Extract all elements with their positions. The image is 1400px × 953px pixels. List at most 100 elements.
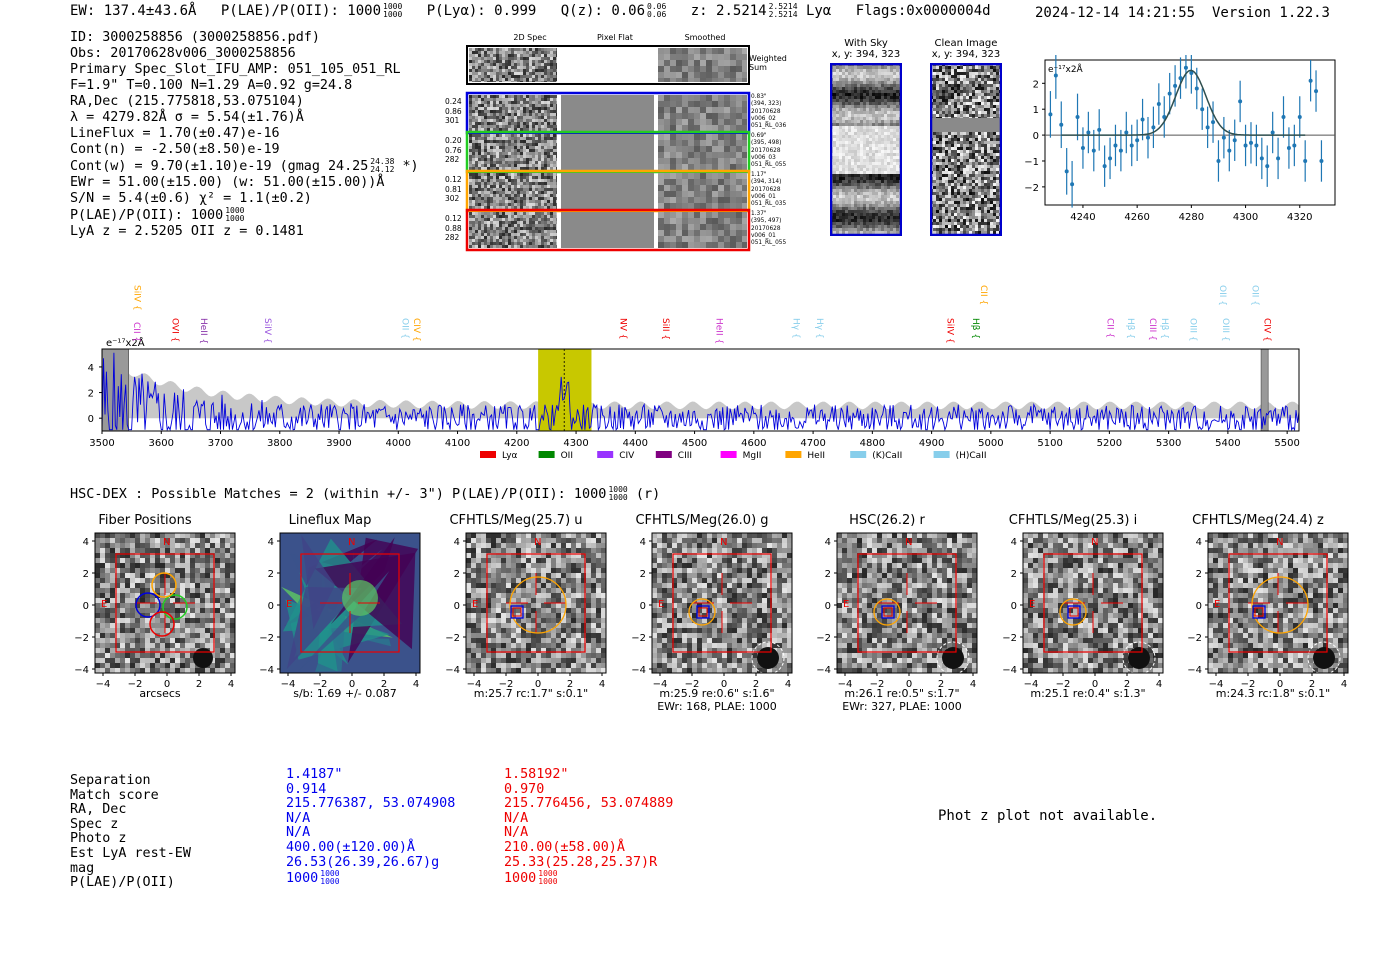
cutout-ytick-label: 0 bbox=[1196, 601, 1202, 612]
zoom-point bbox=[1319, 158, 1324, 163]
bright-source bbox=[757, 647, 779, 669]
cutout-annotation: s/b: 1.69 +/- 0.087 bbox=[293, 687, 397, 700]
info-fiber-params: F=1.9" T=0.100 N=1.29 A=0.92 g=24.8 bbox=[70, 78, 353, 93]
fiber-circle-green bbox=[162, 594, 188, 620]
fiber-circle-red bbox=[149, 611, 175, 637]
cutout-annotation: arcsecs bbox=[139, 687, 181, 700]
cutout-image: N E 4 2 0 −2 −4 −4 −2 0 2 4 bbox=[74, 532, 236, 690]
spectrum-xtick-label: 4200 bbox=[504, 438, 529, 449]
error-envelope bbox=[102, 359, 1299, 419]
match-value: N/A bbox=[504, 825, 529, 841]
cutout-frame bbox=[836, 532, 978, 674]
cutout-ytick-label: 4 bbox=[1196, 537, 1202, 548]
cutout-title: CFHTLS/Meg(26.0) g bbox=[635, 513, 769, 528]
cutout-ytick-label: −2 bbox=[1002, 633, 1017, 644]
source-aperture bbox=[936, 641, 970, 675]
east-label: E bbox=[472, 599, 478, 610]
cutout-image: N E 4 2 0 −2 −4 −4 −2 0 2 4 bbox=[816, 532, 978, 690]
match-value: 215.776456, 53.074889 bbox=[504, 796, 674, 812]
zoom-point bbox=[1091, 148, 1096, 153]
zoom-point bbox=[1254, 143, 1259, 148]
cutout-xtick-label: −4 bbox=[96, 679, 111, 690]
zoom-point bbox=[1211, 120, 1216, 125]
zoom-point bbox=[1108, 156, 1113, 161]
cutout-ytick-label: −2 bbox=[1187, 633, 1202, 644]
match-box-blue bbox=[1252, 605, 1266, 619]
version: Version 1.22.3 bbox=[1211, 5, 1330, 21]
noise-image bbox=[1023, 533, 1163, 673]
noise-image bbox=[469, 173, 557, 209]
match-value: 0.914 bbox=[286, 781, 327, 797]
cutout-xtick-label: −4 bbox=[653, 679, 668, 690]
zoom-point bbox=[1124, 130, 1129, 135]
weighted-sum-label: Weighted Sum bbox=[749, 54, 787, 72]
cutout-box bbox=[300, 553, 400, 653]
zoom-point bbox=[1162, 114, 1167, 119]
line-mark-label: CII { bbox=[978, 285, 988, 305]
spectrum-ytick-label: 2 bbox=[88, 389, 94, 400]
cutout-ytick-label: 4 bbox=[640, 537, 646, 548]
with-sky-title: With Sky x, y: 394, 323 bbox=[831, 38, 901, 60]
cutout-ytick-label: 4 bbox=[1011, 537, 1017, 548]
line-mark-label: CII { bbox=[131, 322, 141, 342]
cutout-xtick-label: 2 bbox=[1309, 679, 1315, 690]
fiber-weights: 0.20 0.76 282 bbox=[445, 136, 462, 164]
line-mark-label: CIV { bbox=[411, 318, 421, 342]
cutout-box bbox=[857, 553, 957, 653]
cutout-xtick-label: 4 bbox=[785, 679, 791, 690]
zoom-point bbox=[1259, 156, 1264, 161]
cutout-xtick-label: −2 bbox=[685, 679, 700, 690]
photz-message: Phot z plot not available. bbox=[938, 808, 1158, 824]
fiber-weights: 0.12 0.81 302 bbox=[445, 175, 462, 203]
zoom-point bbox=[1194, 86, 1199, 91]
cutout-box bbox=[1043, 553, 1143, 653]
match-label: mag bbox=[70, 860, 95, 876]
header-plae: P(LAE)/P(OII): 1000 1000 1000 bbox=[220, 2, 403, 20]
cutout-ytick-label: 2 bbox=[83, 569, 89, 580]
cutout-xtick-label: 2 bbox=[753, 679, 759, 690]
with-sky-frame bbox=[830, 63, 902, 236]
zoom-xtick-label: 4240 bbox=[1070, 212, 1095, 223]
line-mark-label: OVI { bbox=[169, 318, 179, 342]
pixel-flat-strip bbox=[561, 173, 654, 209]
line-mark-label: OII { bbox=[1217, 285, 1227, 306]
legend-label: (H)CaII bbox=[956, 451, 987, 460]
cutout-ytick-label: 4 bbox=[825, 537, 831, 548]
noise-image bbox=[466, 533, 606, 673]
zoom-point bbox=[1227, 148, 1232, 153]
cutout-annotation: m:25.7 rc:1.7" s:0.1" bbox=[473, 687, 589, 700]
cutout-ytick-label: 2 bbox=[454, 569, 460, 580]
spectrum-xtick-label: 4800 bbox=[860, 438, 885, 449]
cutout-title: HSC(26.2) r bbox=[849, 513, 925, 528]
noise-image bbox=[469, 48, 557, 82]
cutout-ytick-label: 0 bbox=[1011, 601, 1017, 612]
cutout-ytick-label: 0 bbox=[825, 601, 831, 612]
fiber-notes: 1.37" (395, 497) 20170628 v006_01 051_RL_055 bbox=[751, 211, 787, 247]
cutout-ytick-label: 2 bbox=[268, 569, 274, 580]
cutout-annotation: m:25.1 re:0.4" s:1.3" bbox=[1030, 687, 1146, 700]
spectrum-xtick-label: 5300 bbox=[1156, 438, 1181, 449]
match-box-blue bbox=[510, 605, 524, 619]
pixel-flat-strip bbox=[561, 95, 654, 131]
masked-strip bbox=[930, 118, 1002, 132]
info-contw: Cont(w) = 9.70(±1.10)e-19 (gmag 24.25 24.… bbox=[70, 157, 419, 175]
zoom-point bbox=[1129, 143, 1134, 148]
source-aperture bbox=[1307, 641, 1341, 675]
zoom-ytick-label: −1 bbox=[1024, 157, 1039, 168]
line-mark-label: Hγ { bbox=[790, 318, 800, 339]
zoom-point bbox=[1308, 78, 1313, 83]
north-label: N bbox=[348, 537, 355, 548]
spectrum-xtick-label: 4900 bbox=[919, 438, 944, 449]
noise-image bbox=[469, 212, 557, 248]
cutout-xtick-label: −2 bbox=[499, 679, 514, 690]
cutout-xtick-label: 0 bbox=[1092, 679, 1098, 690]
zoom-point bbox=[1243, 143, 1248, 148]
match-box-blue bbox=[696, 605, 710, 619]
match-value: 215.776387, 53.074908 bbox=[286, 796, 456, 812]
match-label: Match score bbox=[70, 787, 159, 803]
zoom-point bbox=[1075, 114, 1080, 119]
noise-image bbox=[658, 134, 747, 170]
cutout-xtick-label: 4 bbox=[1341, 679, 1347, 690]
match-value: 1000 1000 1000 bbox=[286, 869, 340, 887]
match-value: 400.00(±120.00)Å bbox=[286, 839, 415, 855]
